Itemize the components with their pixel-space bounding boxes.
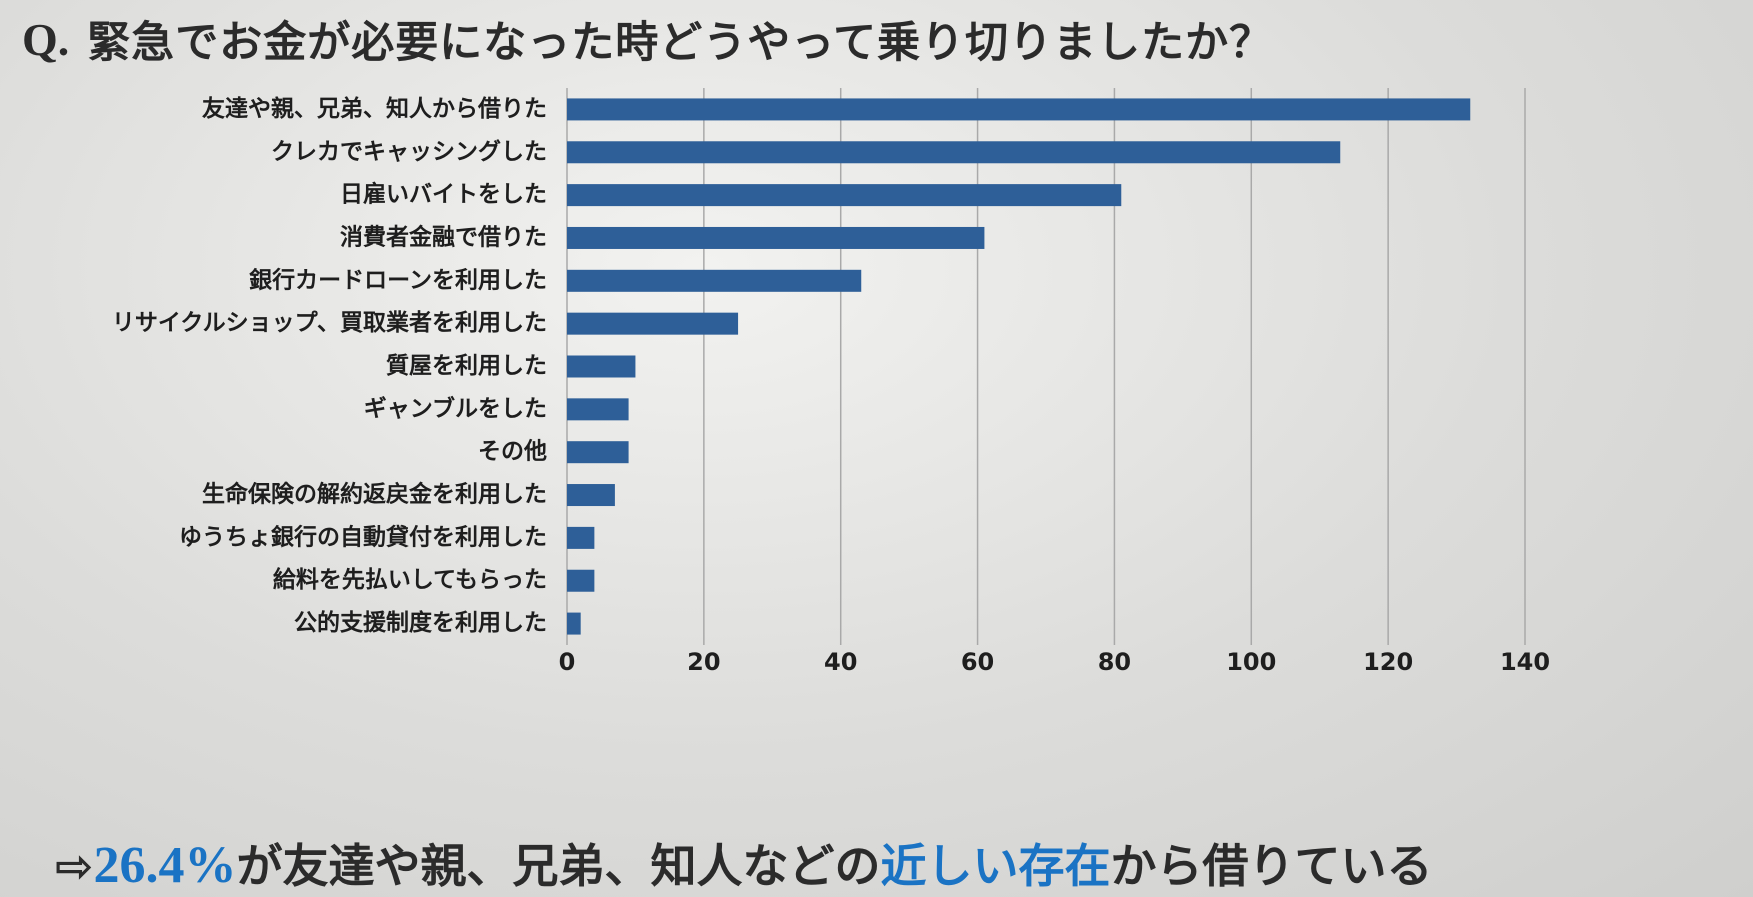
question-text: 緊急でお金が必要になった時どうやって乗り切りましたか？ (87, 18, 1274, 68)
bar (567, 569, 595, 592)
question-label: Q. (22, 13, 70, 65)
bar (567, 141, 1341, 164)
bar (567, 398, 629, 421)
y-tick-label: ゆうちょ銀行の自動貸付を利用した (179, 523, 547, 550)
conclusion-text: が友達や親、兄弟、知人などの (236, 839, 881, 893)
conclusion-text: から借りている (1110, 839, 1433, 893)
y-tick-label: ギャンブルをした (364, 395, 547, 422)
x-tick-label: 40 (824, 648, 857, 676)
x-tick-label: 20 (687, 648, 720, 676)
bar (567, 226, 985, 249)
bar (567, 484, 615, 507)
highlight: 近しい存在 (880, 839, 1111, 893)
y-tick-label: 生命保険の解約返戻金を利用した (202, 481, 547, 508)
y-tick-label: 公的支援制度を利用した (294, 609, 547, 636)
y-tick-label: リサイクルショップ、買取業者を利用した (112, 309, 547, 336)
x-tick-label: 0 (559, 648, 576, 676)
y-tick-label: 銀行カードローンを利用した (249, 266, 547, 293)
y-tick-label: 給料を先払いしてもらった (273, 566, 547, 593)
x-tick-label: 100 (1226, 648, 1276, 676)
x-tick-label: 120 (1363, 648, 1413, 676)
bar (567, 269, 862, 292)
conclusion: ⇨ 26.4% が友達や親、兄弟、知人などの 近しい存在 から借りている (55, 830, 1433, 894)
percent: 26.4% (93, 837, 237, 894)
y-tick-label: 日雇いバイトをした (340, 181, 547, 208)
bar (567, 312, 739, 335)
bar (567, 526, 595, 549)
bar (567, 98, 1471, 121)
y-tick-label: その他 (478, 439, 547, 465)
y-tick-label: 友達や親、兄弟、知人から借りた (202, 95, 547, 122)
x-tick-label: 80 (1098, 648, 1131, 676)
bar (567, 355, 636, 378)
x-tick-label: 60 (961, 648, 994, 676)
header: Q. 緊急でお金が必要になった時どうやって乗り切りましたか？ (22, 2, 1273, 76)
bar (567, 441, 629, 464)
y-tick-label: 質屋を利用した (386, 353, 547, 379)
y-tick-label: クレカでキャッシングした (271, 138, 547, 165)
bar (567, 184, 1122, 207)
bar (567, 612, 581, 635)
y-tick-label: 消費者金融で借りた (340, 223, 547, 250)
arrow: ⇨ (55, 839, 94, 893)
x-tick-label: 140 (1500, 648, 1550, 676)
